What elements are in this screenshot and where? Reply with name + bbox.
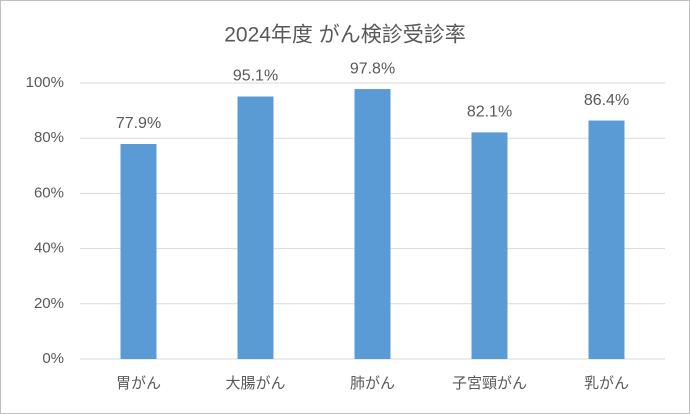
y-tick-label: 20% [34, 295, 64, 312]
chart-title: 2024年度 がん検診受診率 [224, 24, 466, 47]
bar [588, 120, 625, 359]
y-tick-label: 0% [42, 350, 64, 367]
y-tick-label: 80% [34, 129, 64, 146]
data-label: 95.1% [233, 68, 278, 85]
data-label: 86.4% [584, 92, 629, 109]
data-label: 82.1% [467, 104, 512, 121]
x-tick-label: 肺がん [350, 375, 395, 392]
bar [237, 96, 274, 360]
x-tick-label: 胃がん [116, 375, 161, 392]
x-tick-label: 子宮頸がん [452, 375, 527, 392]
bar [471, 132, 508, 359]
x-tick-label: 乳がん [584, 375, 629, 392]
bar [120, 143, 157, 359]
bar [354, 89, 391, 360]
y-tick-label: 60% [34, 184, 64, 201]
y-tick-label: 100% [26, 74, 64, 91]
data-label: 77.9% [116, 115, 161, 132]
y-tick-label: 40% [34, 240, 64, 257]
x-tick-label: 大腸がん [225, 375, 285, 392]
data-label: 97.8% [350, 60, 395, 77]
